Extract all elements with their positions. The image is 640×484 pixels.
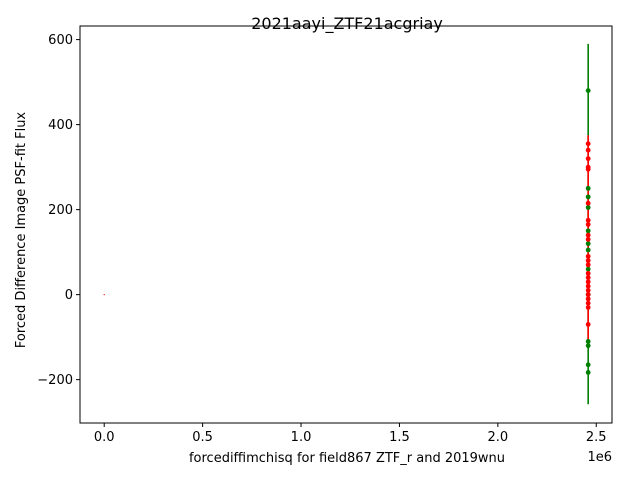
data-point xyxy=(585,166,591,172)
y-axis: −200 0 200 400 600 xyxy=(37,33,80,388)
data-point xyxy=(585,236,591,242)
data-point xyxy=(585,275,591,281)
data-point xyxy=(585,304,591,310)
data-point xyxy=(585,362,591,368)
data-point xyxy=(585,287,591,293)
data-point xyxy=(585,194,591,200)
data-point xyxy=(585,300,591,306)
data-point xyxy=(585,258,591,264)
data-point xyxy=(585,217,591,223)
data-point xyxy=(585,283,591,289)
x-axis: 0.0 0.5 1.0 1.5 2.0 2.5 xyxy=(94,423,607,445)
x-tick-label: 0.0 xyxy=(94,430,115,445)
x-tick-label: 1.0 xyxy=(291,430,312,445)
data-point xyxy=(585,232,591,238)
data-point xyxy=(103,294,105,296)
data-point xyxy=(585,370,591,375)
data-point xyxy=(585,279,591,285)
x-tick-label: 2.5 xyxy=(586,430,607,445)
data-point xyxy=(585,266,591,272)
data-point xyxy=(585,321,591,327)
y-tick-label: 0 xyxy=(65,288,73,303)
data-point xyxy=(585,205,591,210)
data-point xyxy=(585,222,591,227)
data-point xyxy=(585,147,591,153)
data-point xyxy=(585,292,591,298)
chart-title: 2021aayi_ZTF21acgriay xyxy=(251,14,443,34)
data-point xyxy=(585,338,591,344)
data-point xyxy=(585,253,591,259)
data-point xyxy=(585,270,591,276)
data-point xyxy=(585,200,591,206)
data-point xyxy=(585,185,591,191)
y-tick-label: 200 xyxy=(48,203,73,218)
data-point xyxy=(585,88,591,94)
x-tick-label: 1.5 xyxy=(389,430,410,445)
data-point xyxy=(585,156,591,162)
x-axis-label: forcediffimchisq for field867 ZTF_r and … xyxy=(189,451,505,466)
x-axis-offset-label: 1e6 xyxy=(587,450,612,465)
data-point xyxy=(585,141,591,147)
plot-marks xyxy=(103,43,591,405)
data-point xyxy=(585,296,591,302)
y-tick-label: 600 xyxy=(48,33,73,48)
y-tick-label: 400 xyxy=(48,118,73,133)
data-point xyxy=(585,247,591,253)
x-tick-label: 2.0 xyxy=(488,430,509,445)
data-point xyxy=(585,241,591,247)
x-tick-label: 0.5 xyxy=(192,430,213,445)
y-tick-label: −200 xyxy=(37,373,73,388)
y-axis-label: Forced Difference Image PSF-fit Flux xyxy=(14,112,29,349)
axes-frame xyxy=(79,25,613,424)
data-point xyxy=(585,228,591,234)
data-point xyxy=(585,343,591,349)
data-point xyxy=(585,262,591,268)
